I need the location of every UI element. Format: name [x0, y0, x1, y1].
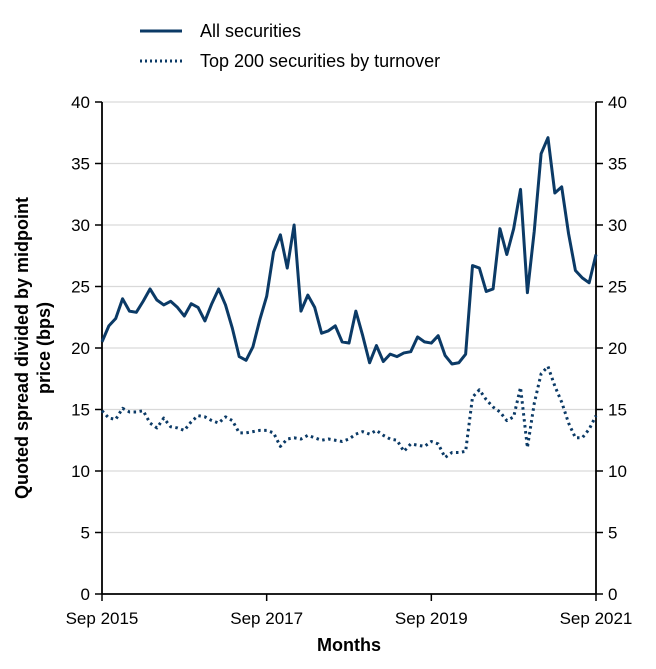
series-line-top-200: [100, 364, 598, 459]
legend-label-all-securities: All securities: [200, 21, 301, 41]
y-tick-label-left: 20: [71, 339, 90, 358]
x-axis-ticks: Sep 2015 Sep 2017 Sep 2019 Sep 2021: [66, 594, 633, 628]
y-tick-label-left: 30: [71, 216, 90, 235]
y-tick-label-left: 40: [71, 93, 90, 112]
y-axis-title-line1: Quoted spread divided by midpoint: [12, 197, 32, 499]
y-tick-label-left: 15: [71, 401, 90, 420]
y-tick-label-right: 0: [608, 585, 617, 604]
y-axis-left-ticks: 0 5 10 15 20 25 30 35 40: [71, 93, 102, 604]
y-tick-label-right: 40: [608, 93, 627, 112]
y-tick-label-left: 10: [71, 462, 90, 481]
y-tick-label-left: 35: [71, 155, 90, 174]
series-lines: [100, 136, 598, 459]
x-tick-label: Sep 2017: [230, 609, 303, 628]
y-tick-label-left: 5: [81, 524, 90, 543]
y-tick-label-right: 10: [608, 462, 627, 481]
y-tick-label-right: 35: [608, 155, 627, 174]
gridlines: [102, 101, 596, 534]
x-tick-label: Sep 2021: [560, 609, 633, 628]
y-tick-label-right: 5: [608, 524, 617, 543]
x-axis-title: Months: [317, 635, 381, 655]
x-tick-label: Sep 2019: [395, 609, 468, 628]
legend: All securities Top 200 securities by tur…: [140, 21, 440, 71]
y-axis-right-ticks: 0 5 10 15 20 25 30 35 40: [596, 93, 627, 604]
y-tick-label-right: 25: [608, 278, 627, 297]
y-tick-label-right: 20: [608, 339, 627, 358]
y-tick-label-right: 15: [608, 401, 627, 420]
y-axis-title-line2: price (bps): [34, 302, 54, 394]
series-line-all-securities: [100, 136, 598, 366]
y-tick-label-left: 0: [81, 585, 90, 604]
y-axis-title: Quoted spread divided by midpoint price …: [12, 197, 54, 499]
y-tick-label-right: 30: [608, 216, 627, 235]
x-tick-label: Sep 2015: [66, 609, 139, 628]
legend-label-top-200: Top 200 securities by turnover: [200, 51, 440, 71]
y-tick-label-left: 25: [71, 278, 90, 297]
